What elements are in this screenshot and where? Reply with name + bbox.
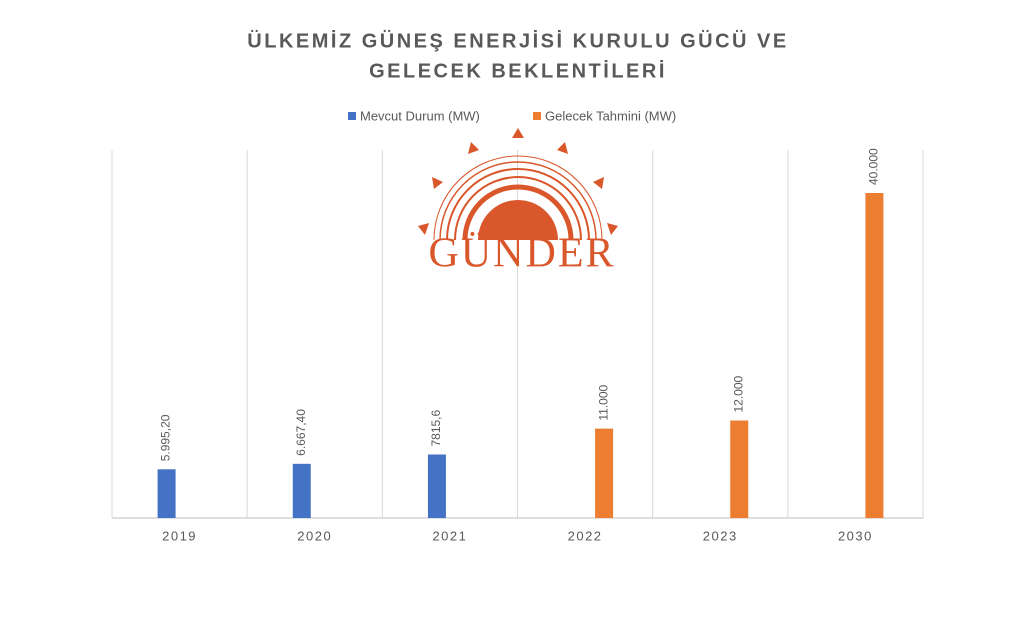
x-tick-label: 2030 [838,528,873,543]
value-label: 5.995,20 [159,414,173,461]
chart-title: GELECEK BEKLENTİLERİ [369,59,667,82]
logo-text: GÜNDER [429,231,616,277]
x-tick-label: 2021 [432,528,467,543]
legend-label: Gelecek Tahmini (MW) [545,108,676,123]
x-tick-label: 2023 [703,528,738,543]
bar [595,428,614,518]
value-label: 6.667,40 [294,409,308,456]
value-label: 7815,6 [429,409,443,446]
chart-title: ÜLKEMİZ GÜNEŞ ENERJİSİ KURULU GÜCÜ VE [247,29,788,52]
value-label: 12.000 [731,375,745,412]
bar [865,193,884,518]
bar [427,454,446,518]
bar [292,463,311,518]
x-tick-label: 2020 [297,528,332,543]
x-tick-label: 2019 [162,528,197,543]
legend-label: Mevcut Durum (MW) [360,108,480,123]
logo [418,128,618,241]
value-label: 40.000 [867,148,881,185]
value-label: 11.000 [596,384,610,420]
legend-swatch [348,112,356,120]
x-tick-label: 2022 [568,528,603,543]
legend-swatch [533,112,541,120]
bar [730,420,749,518]
bar [157,469,176,518]
